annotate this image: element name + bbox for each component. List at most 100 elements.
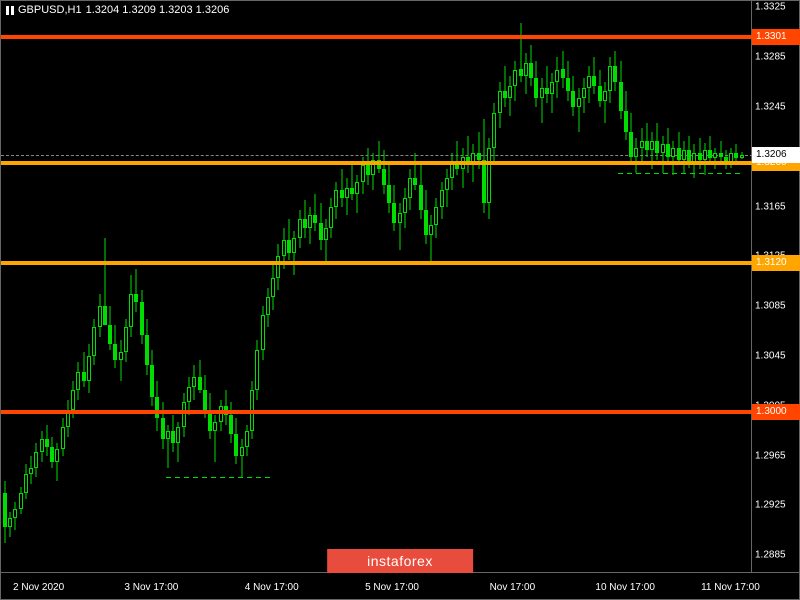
candle xyxy=(529,45,533,86)
candle xyxy=(461,148,465,188)
candle xyxy=(566,61,570,101)
watermark: instaforex xyxy=(327,549,473,573)
horizontal-level-line[interactable] xyxy=(1,161,753,165)
candle xyxy=(740,152,744,159)
candle xyxy=(66,400,70,437)
candle xyxy=(255,340,259,400)
candle xyxy=(666,128,670,163)
y-axis: 1.28851.29251.29651.30051.30451.30851.31… xyxy=(752,0,800,573)
candle xyxy=(413,153,417,190)
y-tick-label: 1.2885 xyxy=(751,550,799,561)
candle xyxy=(503,66,507,107)
horizontal-level-line[interactable] xyxy=(1,410,753,414)
candle xyxy=(24,464,28,499)
candle xyxy=(366,148,370,185)
candle xyxy=(292,231,296,275)
pause-icon xyxy=(6,6,14,15)
candle xyxy=(534,61,538,107)
candle xyxy=(108,306,112,350)
candle xyxy=(603,82,607,123)
y-tick-label: 1.3165 xyxy=(751,201,799,212)
candle xyxy=(555,57,559,98)
candle xyxy=(403,188,407,228)
candle xyxy=(76,362,80,399)
candle xyxy=(429,215,433,262)
x-axis: 2 Nov 20203 Nov 17:004 Nov 17:005 Nov 17… xyxy=(0,573,800,600)
candle xyxy=(155,381,159,431)
candle xyxy=(482,119,486,212)
candle xyxy=(392,185,396,231)
candle xyxy=(613,51,617,91)
candle xyxy=(166,425,170,469)
candle xyxy=(577,88,581,132)
candle xyxy=(387,165,391,212)
horizontal-level-label: 1.3301 xyxy=(752,29,800,45)
ohlc-label: 1.3204 1.3209 1.3203 1.3206 xyxy=(86,4,230,16)
candle xyxy=(192,365,196,400)
candle xyxy=(619,61,623,120)
horizontal-level-line[interactable] xyxy=(1,261,753,265)
candle xyxy=(271,265,275,310)
chart-container: 1.28851.29251.29651.30051.30451.30851.31… xyxy=(0,0,800,600)
chart-plot-area[interactable] xyxy=(0,0,752,573)
candle xyxy=(3,481,7,543)
horizontal-level-line[interactable] xyxy=(1,35,753,39)
candle xyxy=(171,415,175,452)
x-tick-label: 3 Nov 17:00 xyxy=(124,582,178,593)
candle xyxy=(655,123,659,160)
candle xyxy=(645,123,649,157)
candle xyxy=(187,377,191,414)
candle xyxy=(634,138,638,173)
x-tick-label: 10 Nov 17:00 xyxy=(595,582,655,593)
candle xyxy=(545,66,549,103)
chart-header: GBPUSD,H1 1.3204 1.3209 1.3203 1.3206 xyxy=(6,4,229,16)
candle xyxy=(640,128,644,165)
candle xyxy=(29,456,33,485)
candle xyxy=(377,141,381,173)
candle xyxy=(571,76,575,116)
candle xyxy=(308,207,312,244)
candle xyxy=(524,53,528,94)
candle xyxy=(198,360,202,394)
candle xyxy=(598,70,602,107)
y-tick-label: 1.3245 xyxy=(751,101,799,112)
y-tick-label: 1.3085 xyxy=(751,301,799,312)
candle xyxy=(140,290,144,344)
candle xyxy=(303,200,307,237)
candle xyxy=(134,269,138,313)
candle xyxy=(550,73,554,113)
candle xyxy=(371,153,375,190)
candle xyxy=(419,163,423,219)
candle xyxy=(398,203,402,250)
candle xyxy=(287,219,291,260)
candle xyxy=(440,182,444,219)
candle xyxy=(298,210,302,247)
candle xyxy=(329,198,333,238)
candle xyxy=(55,443,59,480)
candle xyxy=(434,198,438,238)
candle xyxy=(61,418,65,455)
x-tick-label: 11 Nov 17:00 xyxy=(701,582,760,593)
candle xyxy=(382,150,386,194)
candle xyxy=(519,23,523,82)
horizontal-level-label: 1.3000 xyxy=(752,404,800,420)
candle xyxy=(587,66,591,103)
candle xyxy=(119,340,123,381)
candle xyxy=(703,143,707,175)
candle xyxy=(629,113,633,165)
candle xyxy=(582,78,586,113)
candle xyxy=(261,306,265,360)
candle xyxy=(45,425,49,456)
candle xyxy=(355,175,359,212)
candle xyxy=(82,352,86,387)
candle xyxy=(150,350,154,406)
support-dash-marker xyxy=(166,477,274,478)
candle xyxy=(129,275,133,337)
y-tick-label: 1.3045 xyxy=(751,351,799,362)
candle xyxy=(661,136,665,173)
candle xyxy=(345,178,349,215)
candle xyxy=(313,194,317,231)
candle xyxy=(513,61,517,101)
candle xyxy=(219,400,223,431)
candle xyxy=(713,148,717,169)
